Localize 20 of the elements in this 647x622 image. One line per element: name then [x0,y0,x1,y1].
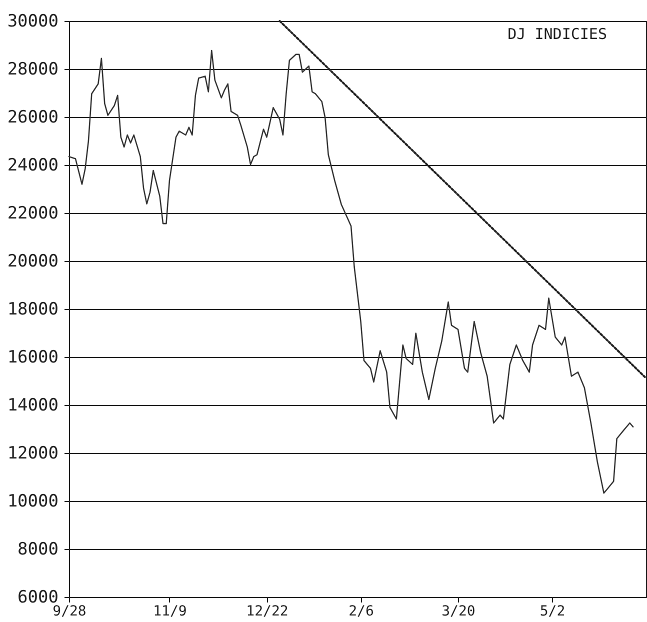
y-tick-label: 18000 [7,300,58,320]
y-tick-label: 10000 [7,492,58,512]
y-tick-label: 22000 [7,204,58,224]
x-tick-label: 11/9 [153,604,187,620]
y-tick-label: 28000 [7,60,58,80]
y-tick-label: 12000 [7,444,58,464]
y-tick-label: 16000 [7,348,58,368]
line-series [68,50,634,494]
x-tick-label: 3/20 [442,604,476,620]
chart-title: DJ INDICIES [508,25,607,43]
x-tick-label: 5/2 [540,604,566,620]
y-tick-label: 30000 [7,12,58,32]
x-tick-label: 9/28 [52,604,86,620]
y-tick-label: 26000 [7,108,58,128]
y-tick-label: 14000 [7,396,58,416]
x-tick-label: 2/6 [348,604,374,620]
y-tick-label: 20000 [7,252,58,272]
x-tick-label: 12/22 [246,604,288,620]
y-tick-label: 24000 [7,156,58,176]
y-tick-label: 8000 [18,540,58,560]
